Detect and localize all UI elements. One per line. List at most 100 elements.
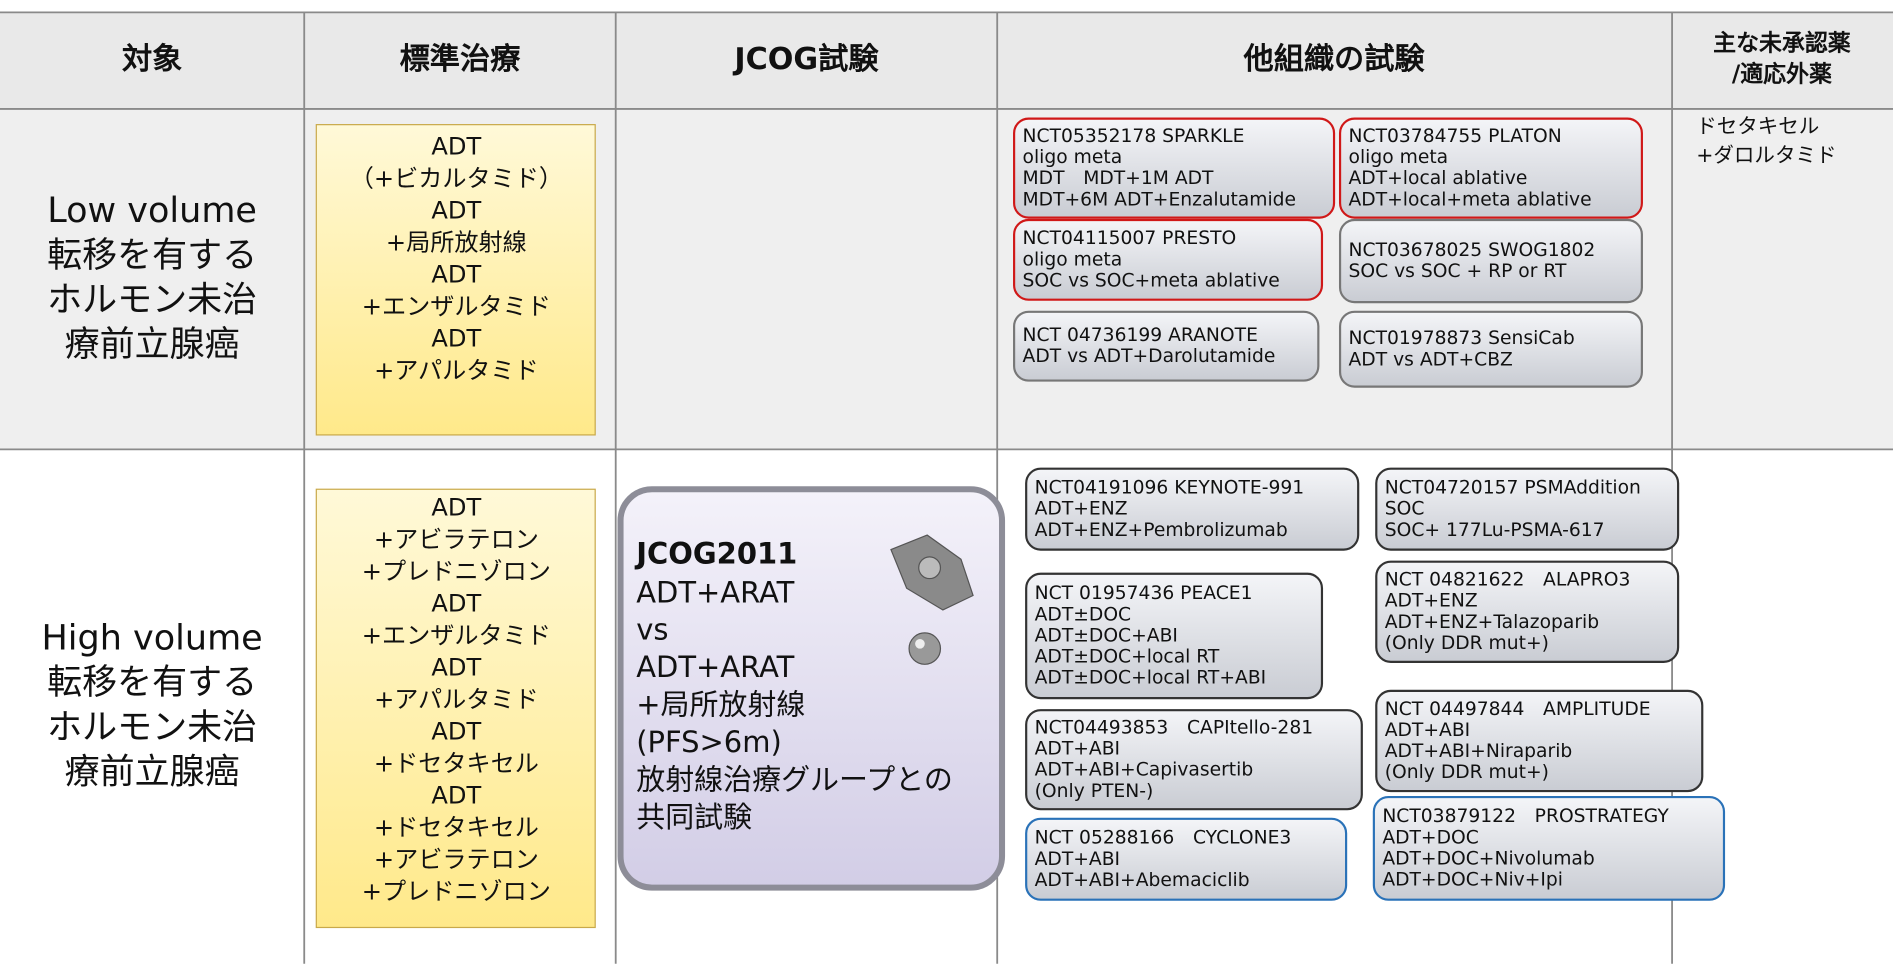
trial-line: (Only PTEN-): [1035, 781, 1154, 802]
trial-box: [1375, 467, 1680, 551]
header-cell: 主な未承認薬: [1713, 29, 1851, 56]
standard-treatment: +アパルタミド: [374, 686, 538, 714]
header-cell: JCOG試験: [732, 41, 879, 77]
trial-line: ADT±DOC+local RT: [1035, 647, 1220, 668]
trial-line: ADT+ENZ: [1035, 499, 1128, 520]
standard-treatment: +アパルタミド: [374, 357, 538, 385]
header-cell: 他組織の試験: [1243, 41, 1426, 77]
standard-treatment: ADT: [431, 494, 481, 522]
trial-box: [1013, 218, 1324, 301]
standard-treatment: +エンザルタミド: [362, 622, 551, 650]
trial-line: NCT 01957436 PEACE1: [1035, 583, 1253, 604]
subject: 転移を有する: [47, 663, 257, 703]
standard-treatment: +局所放射線: [386, 229, 527, 257]
subject: ホルモン未治: [47, 708, 257, 748]
trial-line: NCT03879122 PROSTRATEGY: [1382, 806, 1669, 827]
trial-line: NCT04191096 KEYNOTE-991: [1035, 478, 1305, 499]
header-cell: /適応外薬: [1732, 61, 1832, 88]
trial-box: [1013, 117, 1336, 219]
header-cell: 対象: [122, 42, 182, 77]
trial-line: NCT 04736199 ARANOTE: [1023, 325, 1258, 346]
standard-treatment: ADT: [431, 590, 481, 618]
standard-treatment: ADT: [431, 133, 481, 161]
jcog-line: 共同試験: [636, 800, 752, 834]
standard-treatment: （+ビカルタミド）: [350, 165, 563, 193]
trial-line: ADT±DOC+ABI: [1035, 625, 1178, 646]
standard-box: [315, 488, 596, 929]
standard-box: [315, 124, 596, 436]
trial-box: [1375, 689, 1704, 793]
standard-treatment: +ドセタキセル: [374, 813, 539, 841]
subject: High volume: [41, 619, 262, 659]
trial-line: SOC vs SOC + RP or RT: [1349, 261, 1568, 282]
standard-treatment: ADT: [431, 325, 481, 353]
trial-line: NCT04493853 CAPItello-281: [1035, 717, 1314, 738]
standard-treatment: ADT: [431, 197, 481, 225]
trial-line: ADT vs ADT+Darolutamide: [1023, 346, 1276, 367]
trial-box: [1013, 310, 1320, 382]
trial-line: SOC+ 177Lu-PSMA-617: [1385, 520, 1605, 541]
trial-box: [1338, 117, 1643, 219]
trial-line: ADT+ABI+Abemaciclib: [1035, 870, 1250, 891]
header-bg: [0, 12, 1893, 109]
trial-line: (Only DDR mut+): [1385, 633, 1549, 654]
jcog-title: JCOG2011: [634, 537, 797, 571]
trial-line: ADT+ENZ+Talazoparib: [1385, 612, 1599, 633]
jcog-line: vs: [636, 613, 668, 647]
trial-line: oligo meta: [1349, 147, 1449, 168]
trial-box: [1025, 709, 1363, 811]
trial-line: ADT±DOC+local RT+ABI: [1035, 668, 1267, 689]
standard-treatment: +エンザルタミド: [362, 293, 551, 321]
trial-line: MDT+6M ADT+Enzalutamide: [1023, 189, 1297, 210]
trial-line: ADT+DOC: [1382, 827, 1478, 848]
trial-box: [1025, 467, 1360, 551]
trial-line: MDT MDT+1M ADT: [1023, 168, 1214, 189]
trial-box: [1338, 218, 1643, 304]
standard-treatment: +プレドニゾロン: [362, 877, 551, 905]
trial-box: [1375, 560, 1680, 663]
trial-box: [1025, 572, 1324, 700]
header-cell: 標準治療: [400, 41, 522, 77]
subject: Low volume: [47, 191, 257, 231]
standard-treatment: ADT: [431, 718, 481, 746]
trial-line: ADT+DOC+Nivolumab: [1382, 848, 1594, 869]
subject: ホルモン未治: [47, 281, 257, 321]
standard-treatment: +プレドニゾロン: [362, 558, 551, 586]
jcog-line: ADT+ARAT: [636, 650, 794, 684]
trial-line: (Only DDR mut+): [1385, 762, 1549, 783]
subject: 転移を有する: [47, 236, 257, 276]
trial-line: ADT+ENZ+Pembrolizumab: [1035, 520, 1288, 541]
jcog-line: (PFS>6m): [636, 725, 782, 759]
trial-line: ADT+DOC+Niv+Ipi: [1382, 870, 1563, 891]
trial-line: NCT 04497844 AMPLITUDE: [1385, 699, 1651, 720]
trial-line: ADT±DOC: [1035, 604, 1131, 625]
icon: [890, 534, 974, 665]
trial-line: NCT01978873 SensiCab: [1349, 328, 1575, 349]
standard-treatment: ADT: [431, 261, 481, 289]
trial-line: ADT+local+meta ablative: [1349, 189, 1592, 210]
standard-treatment: +ドセタキセル: [374, 750, 539, 778]
trial-line: SOC vs SOC+meta ablative: [1023, 270, 1280, 291]
trial-line: oligo meta: [1023, 249, 1123, 270]
trial-line: ADT+ABI: [1035, 739, 1120, 760]
subject: 療前立腺癌: [65, 753, 240, 793]
trial-line: NCT 05288166 CYCLONE3: [1035, 828, 1292, 849]
trial-box: [1025, 817, 1348, 901]
trial-line: ADT+ENZ: [1385, 591, 1478, 612]
standard-treatment: +アビラテロン: [374, 526, 539, 554]
trial-line: oligo meta: [1023, 147, 1123, 168]
jcog-line: +局所放射線: [636, 688, 805, 722]
trial-line: SOC: [1385, 499, 1425, 520]
trial-box: [1338, 310, 1643, 388]
trial-line: NCT04115007 PRESTO: [1023, 228, 1237, 249]
trial-line: ADT+ABI+Niraparib: [1385, 741, 1573, 762]
standard-treatment: +アビラテロン: [374, 845, 539, 873]
trial-line: NCT 04821622 ALAPRO3: [1385, 570, 1631, 591]
trial-line: ADT+ABI: [1385, 720, 1470, 741]
unapproved-drug: ドセタキセル: [1696, 114, 1819, 138]
trial-line: NCT05352178 SPARKLE: [1023, 126, 1245, 147]
standard-treatment: ADT: [431, 654, 481, 682]
trial-line: ADT vs ADT+CBZ: [1349, 349, 1513, 370]
jcog-line: ADT+ARAT: [636, 575, 794, 609]
